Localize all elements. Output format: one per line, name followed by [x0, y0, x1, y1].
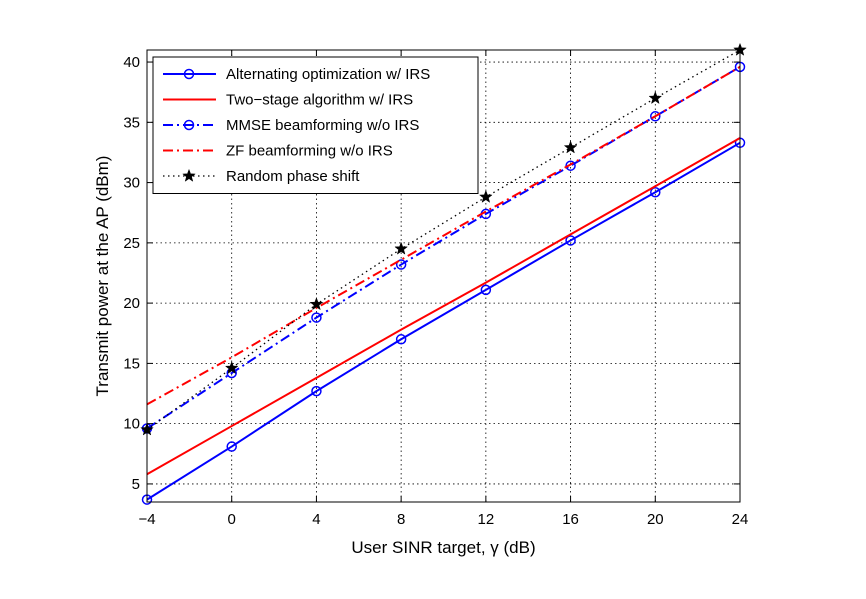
x-tick-label: 0	[228, 511, 236, 528]
data-point	[478, 189, 493, 203]
data-point	[395, 334, 407, 345]
legend-label: MMSE beamforming w/o IRS	[226, 117, 419, 134]
series-line	[146, 49, 741, 431]
data-point	[563, 140, 578, 154]
data-point	[226, 441, 237, 452]
grid	[147, 50, 740, 502]
series-3	[146, 66, 741, 406]
series-line	[146, 141, 741, 501]
y-tick-label: 40	[123, 54, 140, 71]
y-tick-label: 35	[123, 114, 140, 131]
y-axis-label: Transmit power at the AP (dBm)	[93, 156, 112, 397]
legend-label: Alternating optimization w/ IRS	[226, 66, 430, 83]
y-tick-label: 10	[123, 416, 140, 433]
x-axis-label: User SINR target, γ (dB)	[351, 538, 535, 557]
series-1	[146, 137, 741, 476]
data-point	[224, 360, 239, 375]
x-tick-label: 4	[312, 511, 320, 528]
x-tick-label: −4	[138, 511, 155, 528]
series-line	[146, 137, 741, 476]
legend: Alternating optimization w/ IRS Two−stage…	[152, 56, 479, 194]
axes-ticks: −4 0 4 8 12 16 20 24 5 10 15 20 25 30 35 40	[123, 50, 748, 528]
legend-marker	[183, 119, 195, 131]
data-point	[480, 284, 492, 296]
x-tick-label: 8	[397, 511, 405, 528]
series-line	[146, 66, 741, 406]
x-tick-label: 20	[647, 511, 664, 528]
data-point	[650, 111, 661, 122]
data-point	[565, 235, 576, 246]
data-point	[309, 297, 324, 311]
legend-label: ZF beamforming w/o IRS	[226, 143, 393, 160]
y-tick-label: 15	[123, 355, 140, 372]
x-tick-label: 12	[478, 511, 495, 528]
data-point	[394, 241, 409, 255]
y-tick-label: 30	[123, 175, 140, 192]
y-tick-label: 25	[123, 235, 140, 252]
legend-marker	[182, 168, 196, 182]
legend-marker	[183, 68, 195, 80]
data-point	[311, 385, 322, 397]
y-tick-label: 5	[132, 476, 140, 493]
x-tick-label: 16	[562, 511, 579, 528]
y-tick-label: 20	[123, 295, 140, 312]
data-point	[650, 186, 661, 198]
legend-label: Two−stage algorithm w/ IRS	[226, 92, 413, 109]
x-tick-label: 24	[732, 511, 749, 528]
data-point	[648, 90, 663, 105]
series-layer	[140, 42, 747, 505]
data-point	[395, 259, 407, 270]
legend-label: Random phase shift	[226, 168, 360, 185]
plot-frame	[146, 49, 741, 503]
data-point	[565, 160, 576, 171]
data-point	[311, 312, 322, 323]
